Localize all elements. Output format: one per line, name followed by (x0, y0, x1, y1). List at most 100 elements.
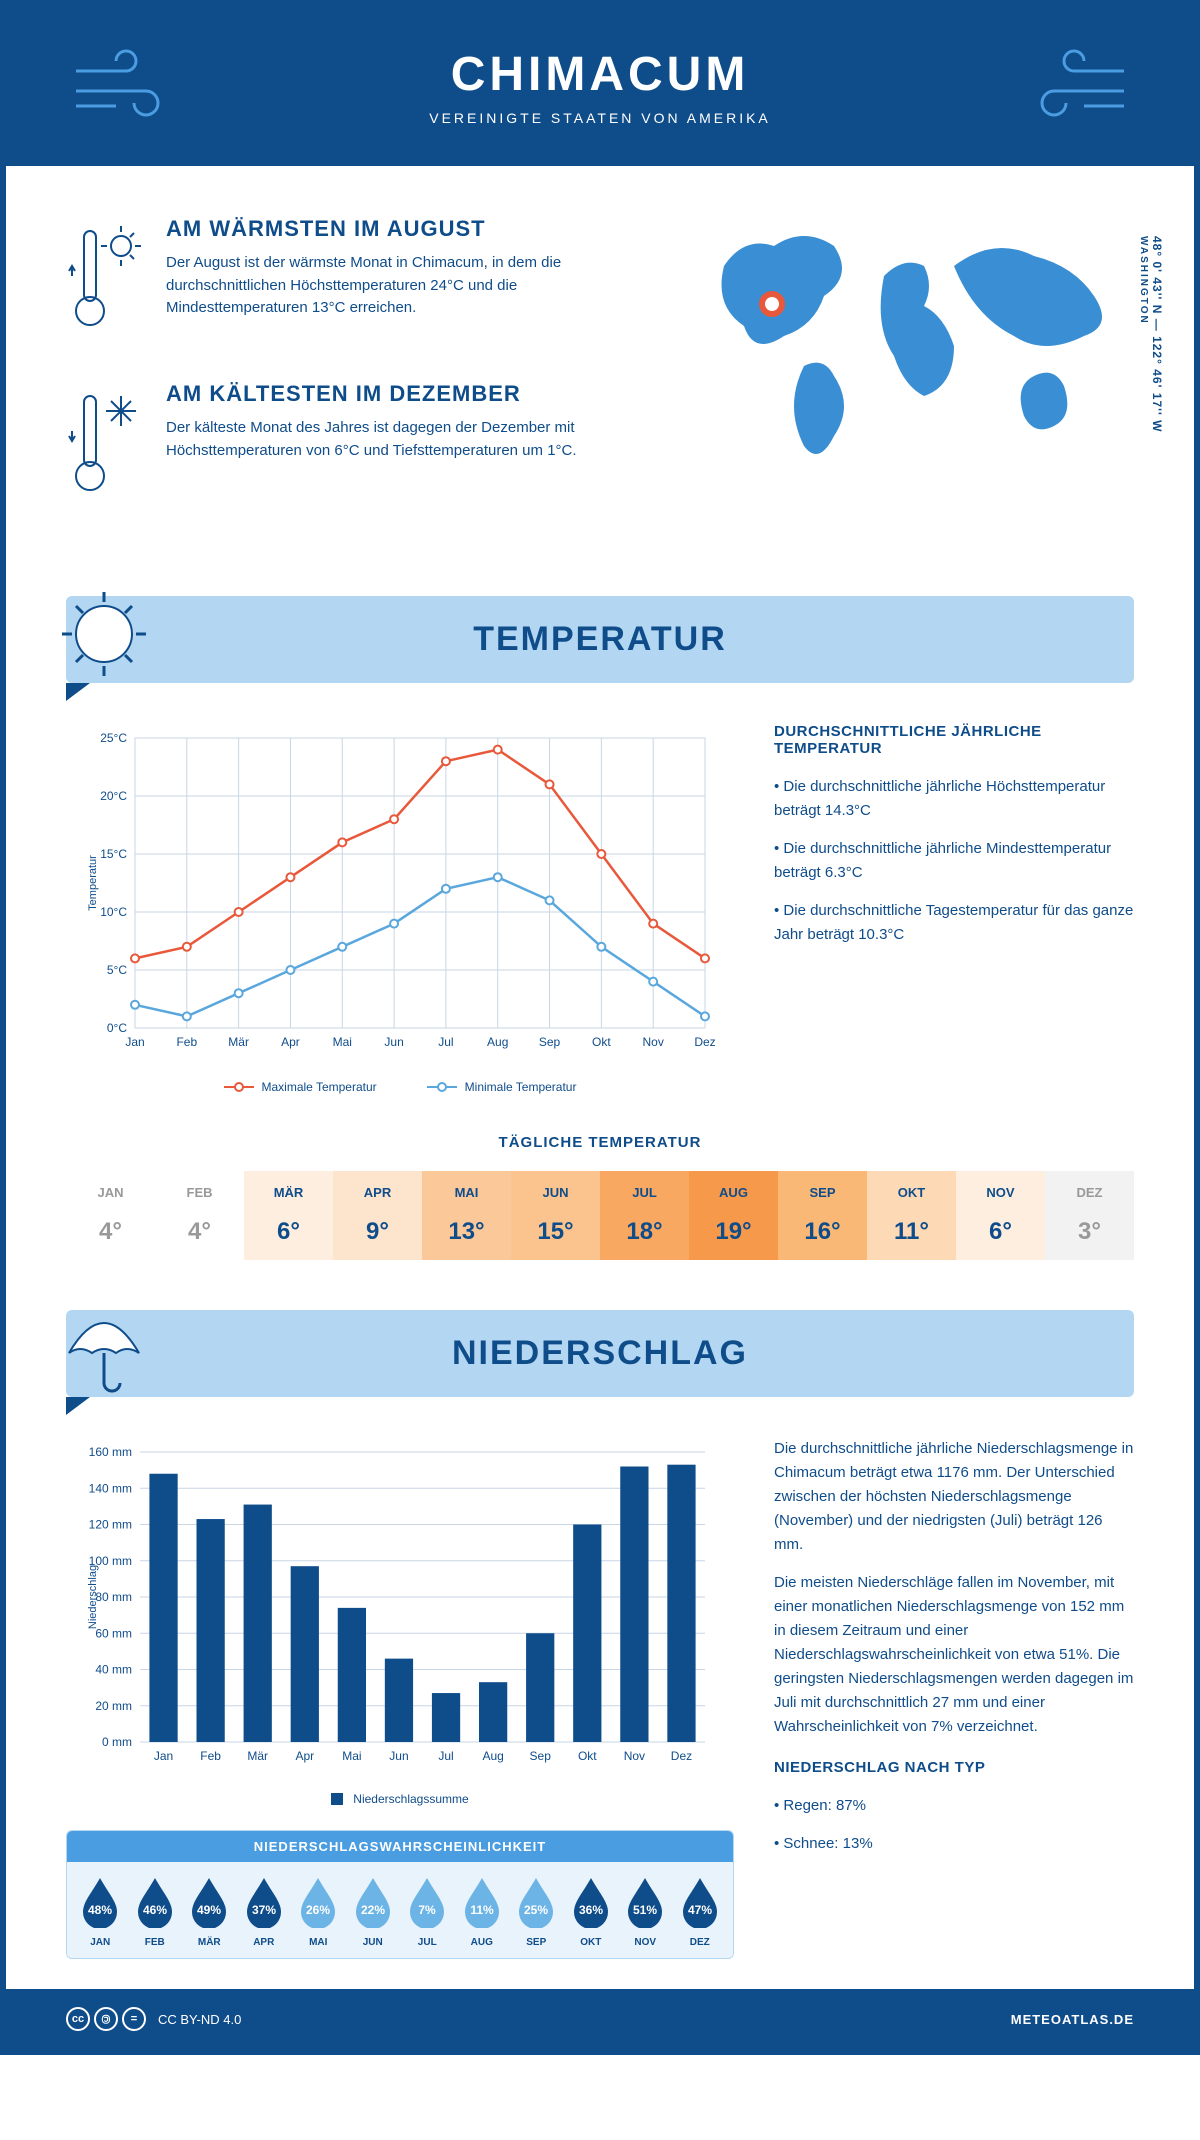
daily-temp-cell: JUN 15° (511, 1171, 600, 1260)
svg-text:Apr: Apr (281, 1035, 300, 1049)
intro-section: AM WÄRMSTEN IM AUGUST Der August ist der… (6, 166, 1194, 596)
daily-temp-cell: MAI 13° (422, 1171, 511, 1260)
svg-text:15°C: 15°C (100, 847, 127, 861)
line-legend: Maximale Temperatur Minimale Temperatur (66, 1080, 734, 1094)
fact-warm-text: Der August ist der wärmste Monat in Chim… (166, 252, 654, 320)
fact-cold-title: AM KÄLTESTEN IM DEZEMBER (166, 381, 654, 407)
daily-temp-cell: APR 9° (333, 1171, 422, 1260)
svg-text:160 mm: 160 mm (89, 1445, 132, 1459)
brand: METEOATLAS.DE (1011, 2012, 1134, 2027)
footer: cc🄯= CC BY-ND 4.0 METEOATLAS.DE (6, 1989, 1194, 2049)
city-title: CHIMACUM (186, 47, 1014, 102)
prob-drop: 49% MÄR (188, 1876, 230, 1948)
temperature-line-chart: 0°C 5°C 10°C 15°C 20°C 25°C Jan Feb Mär Apr Mai Jun… (66, 723, 734, 1094)
daily-temp-cell: DEZ 3° (1045, 1171, 1134, 1260)
svg-text:80 mm: 80 mm (95, 1590, 132, 1604)
daily-temp-cell: JUL 18° (600, 1171, 689, 1260)
daily-temp-cell: OKT 11° (867, 1171, 956, 1260)
svg-text:Temperatur: Temperatur (87, 855, 99, 911)
svg-text:0 mm: 0 mm (102, 1735, 132, 1749)
svg-text:40 mm: 40 mm (95, 1663, 132, 1677)
prob-drop: 22% JUN (352, 1876, 394, 1948)
svg-text:140 mm: 140 mm (89, 1481, 132, 1495)
svg-text:0°C: 0°C (107, 1021, 127, 1035)
svg-text:25°C: 25°C (100, 731, 127, 745)
svg-text:Okt: Okt (578, 1749, 597, 1763)
svg-text:Aug: Aug (482, 1749, 503, 1763)
temp-heading: TEMPERATUR (66, 620, 1134, 659)
svg-text:Sep: Sep (539, 1035, 561, 1049)
prob-drop: 37% APR (243, 1876, 285, 1948)
prob-drop: 51% NOV (624, 1876, 666, 1948)
svg-text:49%: 49% (197, 1903, 221, 1917)
svg-text:Feb: Feb (176, 1035, 197, 1049)
temp-side-text: DURCHSCHNITTLICHE JÄHRLICHE TEMPERATUR •… (774, 723, 1134, 1094)
prob-drop: 25% SEP (515, 1876, 557, 1948)
precipitation-bar-chart: 0 mm20 mm40 mm60 mm80 mm100 mm120 mm140 … (66, 1437, 734, 1806)
svg-text:11%: 11% (470, 1903, 494, 1917)
daily-temp-cell: AUG 19° (689, 1171, 778, 1260)
fact-warm-title: AM WÄRMSTEN IM AUGUST (166, 216, 654, 242)
precip-heading: NIEDERSCHLAG (66, 1334, 1134, 1373)
svg-text:Jul: Jul (438, 1035, 453, 1049)
svg-text:20 mm: 20 mm (95, 1699, 132, 1713)
svg-text:22%: 22% (361, 1903, 385, 1917)
daily-temp-cell: MÄR 6° (244, 1171, 333, 1260)
precip-section-header: NIEDERSCHLAG (66, 1310, 1134, 1397)
svg-text:120 mm: 120 mm (89, 1518, 132, 1532)
svg-text:Aug: Aug (487, 1035, 508, 1049)
svg-text:60 mm: 60 mm (95, 1626, 132, 1640)
daily-temp-cell: JAN 4° (66, 1171, 155, 1260)
svg-text:Mai: Mai (342, 1749, 361, 1763)
country-subtitle: VEREINIGTE STAATEN VON AMERIKA (186, 110, 1014, 126)
thermometer-sun-icon (66, 216, 146, 341)
svg-text:36%: 36% (579, 1903, 603, 1917)
thermometer-snow-icon (66, 381, 146, 506)
svg-text:10°C: 10°C (100, 905, 127, 919)
svg-text:47%: 47% (688, 1903, 712, 1917)
svg-text:51%: 51% (633, 1903, 657, 1917)
header: CHIMACUM VEREINIGTE STAATEN VON AMERIKA (6, 6, 1194, 166)
svg-text:Jun: Jun (389, 1749, 408, 1763)
svg-text:5°C: 5°C (107, 963, 127, 977)
svg-text:Dez: Dez (694, 1035, 715, 1049)
svg-text:25%: 25% (524, 1903, 548, 1917)
svg-text:Nov: Nov (624, 1749, 645, 1763)
prob-drop: 11% AUG (461, 1876, 503, 1948)
coordinates: 48° 0' 43'' N — 122° 46' 17'' WWASHINGTO… (1136, 236, 1164, 432)
svg-text:37%: 37% (252, 1903, 276, 1917)
daily-temp-cell: NOV 6° (956, 1171, 1045, 1260)
svg-text:Okt: Okt (592, 1035, 611, 1049)
svg-text:26%: 26% (306, 1903, 330, 1917)
wind-icon-left (66, 46, 186, 126)
svg-text:20°C: 20°C (100, 789, 127, 803)
prob-drop: 26% MAI (297, 1876, 339, 1948)
sun-icon (54, 584, 154, 684)
fact-cold-text: Der kälteste Monat des Jahres ist dagege… (166, 417, 654, 462)
temp-section-header: TEMPERATUR (66, 596, 1134, 683)
svg-text:Dez: Dez (671, 1749, 692, 1763)
precip-probability: NIEDERSCHLAGSWAHRSCHEINLICHKEIT 48% JAN … (66, 1830, 734, 1959)
svg-text:Mär: Mär (247, 1749, 268, 1763)
prob-drop: 47% DEZ (679, 1876, 721, 1948)
prob-drop: 36% OKT (570, 1876, 612, 1948)
precip-side-text: Die durchschnittliche jährliche Niedersc… (774, 1437, 1134, 1959)
daily-temp-cell: FEB 4° (155, 1171, 244, 1260)
svg-text:Mai: Mai (333, 1035, 352, 1049)
prob-drop: 7% JUL (406, 1876, 448, 1948)
fact-warmest: AM WÄRMSTEN IM AUGUST Der August ist der… (66, 216, 654, 341)
daily-temp-table: TÄGLICHE TEMPERATUR JAN 4° FEB 4° MÄR 6°… (6, 1114, 1194, 1310)
svg-text:Jan: Jan (125, 1035, 144, 1049)
svg-text:Feb: Feb (200, 1749, 221, 1763)
svg-text:Jun: Jun (384, 1035, 403, 1049)
svg-text:Niederschlag: Niederschlag (87, 1565, 99, 1629)
svg-text:Mär: Mär (228, 1035, 249, 1049)
svg-text:7%: 7% (419, 1903, 437, 1917)
prob-drop: 48% JAN (79, 1876, 121, 1948)
license-text: CC BY-ND 4.0 (158, 2012, 241, 2027)
svg-text:Jan: Jan (154, 1749, 173, 1763)
prob-drop: 46% FEB (134, 1876, 176, 1948)
svg-text:46%: 46% (143, 1903, 167, 1917)
svg-text:Nov: Nov (643, 1035, 664, 1049)
fact-coldest: AM KÄLTESTEN IM DEZEMBER Der kälteste Mo… (66, 381, 654, 506)
